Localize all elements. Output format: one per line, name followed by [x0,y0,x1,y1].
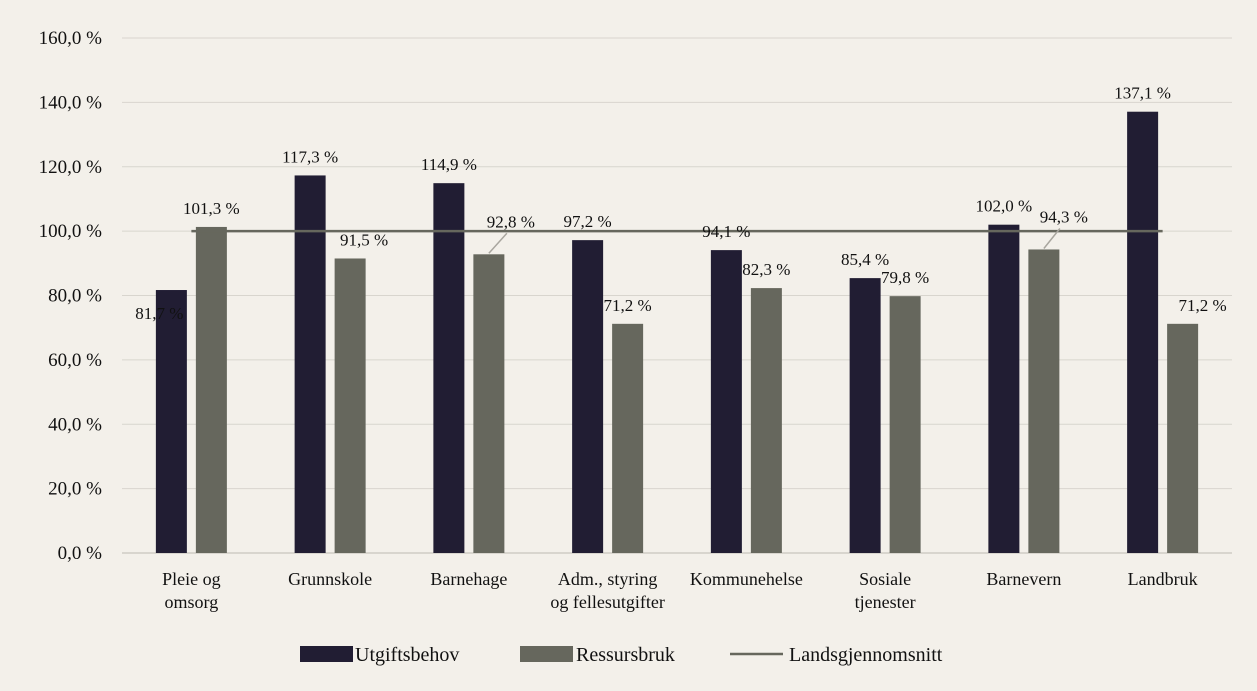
y-tick-label: 120,0 % [39,157,103,178]
bar-utgiftsbehov [155,290,187,553]
data-labels: 81,7 % 101,3 % 117,3 % 91,5 % 114,9 % 92,8 % 9… [135,84,1226,323]
x-tick-label: Pleie og [162,569,221,589]
y-tick-label: 80,0 % [48,286,102,307]
data-label-ressursbruk: 71,2 % [604,296,652,315]
data-label-ressursbruk: 94,3 % [1040,207,1088,226]
x-tick-label: Landbruk [1128,569,1198,589]
y-tick-label: 40,0 % [48,414,102,435]
bar-ressursbruk [1028,249,1060,554]
x-tick-label: Kommunehelse [690,569,803,589]
data-label-utgiftsbehov: 85,4 % [841,250,889,269]
bar-ressursbruk [750,288,782,553]
bar-ressursbruk [889,296,921,553]
legend-swatch-ressursbruk [520,646,573,662]
y-axis-ticks: 0,0 % 20,0 % 40,0 % 60,0 % 80,0 % 100,0 % 120,… [39,28,103,564]
data-label-utgiftsbehov: 102,0 % [976,197,1033,216]
data-label-ressursbruk: 71,2 % [1179,296,1227,315]
bars [155,111,1199,554]
x-tick-label: Barnehage [430,569,507,589]
data-label-ressursbruk: 79,8 % [881,268,929,287]
bar-ressursbruk [195,226,227,554]
data-label-ressursbruk: 92,8 % [487,212,535,231]
y-tick-label: 60,0 % [48,350,102,371]
data-label-utgiftsbehov: 97,2 % [564,212,612,231]
data-label-leader-line [488,232,508,254]
x-tick-label: Adm., styring [558,569,658,589]
legend-label-ressursbruk: Ressursbruk [576,644,675,666]
data-label-utgiftsbehov: 81,7 % [135,304,183,323]
x-tick-label: Sosiale [859,569,911,589]
bar-ressursbruk [473,254,505,554]
bar-utgiftsbehov [1127,111,1159,553]
legend: Utgiftsbehov Ressursbruk Landsgjennomsnitt [300,644,943,666]
x-axis-ticks: Pleie og omsorg Grunnskole Barnehage Adm., s… [162,569,1197,612]
bar-utgiftsbehov [572,240,604,553]
bar-utgiftsbehov [433,183,465,553]
data-label-ressursbruk: 91,5 % [340,230,388,249]
y-tick-label: 160,0 % [39,28,103,49]
bar-utgiftsbehov [294,175,326,554]
data-label-ressursbruk: 82,3 % [742,260,790,279]
data-label-ressursbruk: 101,3 % [183,199,240,218]
x-tick-label: omsorg [165,592,219,612]
x-tick-label: Grunnskole [288,569,372,589]
data-label-utgiftsbehov: 94,1 % [702,222,750,241]
y-tick-label: 100,0 % [39,221,103,242]
y-tick-label: 0,0 % [58,543,103,564]
bar-ressursbruk [612,323,644,553]
data-label-leader-line [1043,228,1061,249]
bar-utgiftsbehov [710,250,742,553]
legend-label-landsgjennomsnitt: Landsgjennomsnitt [789,644,943,666]
y-tick-label: 140,0 % [39,92,103,113]
x-tick-label: og fellesutgifter [550,592,664,612]
legend-label-utgiftsbehov: Utgiftsbehov [355,644,459,666]
bar-ressursbruk [1167,323,1199,553]
bar-ressursbruk [334,258,366,553]
data-label-utgiftsbehov: 114,9 % [421,155,477,174]
bar-utgiftsbehov [988,224,1020,553]
legend-swatch-utgiftsbehov [300,646,353,662]
data-label-utgiftsbehov: 137,1 % [1114,84,1171,103]
x-tick-label: tjenester [855,592,916,612]
y-tick-label: 20,0 % [48,479,102,500]
bar-utgiftsbehov [849,278,881,553]
data-label-utgiftsbehov: 117,3 % [282,147,338,166]
x-tick-label: Barnevern [986,569,1061,589]
